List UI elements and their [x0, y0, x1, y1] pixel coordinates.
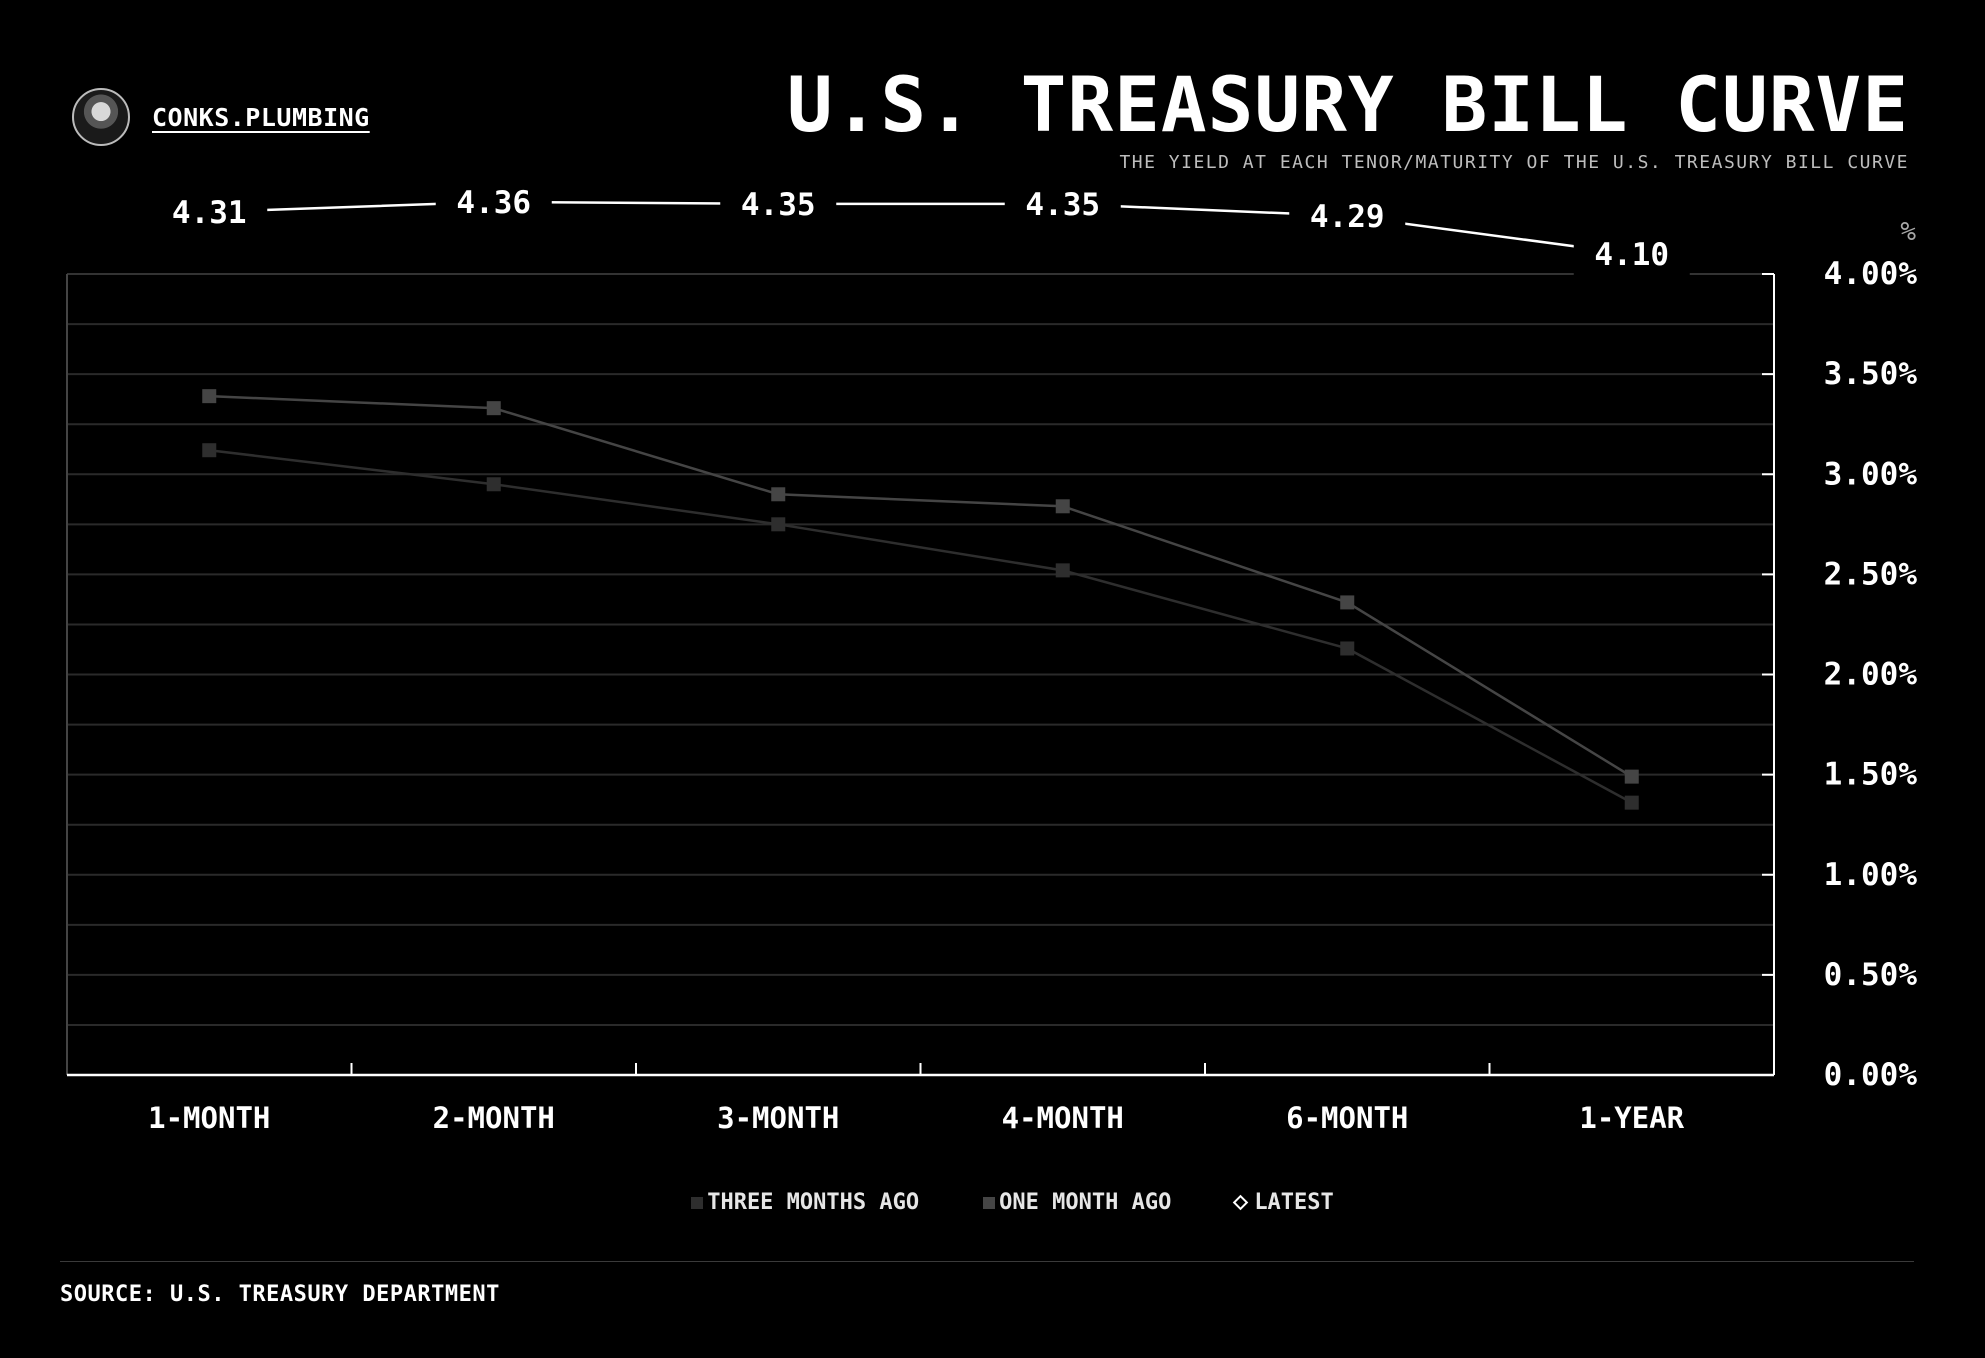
data-point: [1624, 769, 1639, 784]
series-line-one-month-ago: [209, 394, 1633, 778]
brand: CONKS.PLUMBING: [72, 88, 370, 146]
y-tick-label: 4.00%: [1824, 256, 1918, 292]
line-chart: 0.00% 0.50% 1.00% 1.50% 2.00% 2.50% 3.00% 3.50%…: [66, 175, 1918, 1135]
data-label: 4.10: [1594, 237, 1669, 273]
x-tick-label: 1-MONTH: [148, 1101, 270, 1135]
y-tick-label: 1.00%: [1824, 857, 1918, 893]
y-tick-label: 0.50%: [1824, 957, 1918, 993]
data-label: 4.31: [172, 195, 247, 231]
chart-subtitle: THE YIELD AT EACH TENOR/MATURITY OF THE …: [1119, 152, 1909, 173]
data-point: [1055, 563, 1070, 578]
y-tick-label: 2.50%: [1824, 556, 1918, 592]
data-point: [1055, 499, 1070, 514]
y-tick-label: 2.00%: [1824, 657, 1918, 693]
series-line-three-months-ago: [209, 448, 1633, 804]
diamond-marker-icon: [1233, 1194, 1249, 1211]
data-point: [771, 487, 786, 502]
legend-item-one-month-ago[interactable]: ONE MONTH AGO: [983, 1190, 1171, 1215]
data-label-box: [151, 185, 268, 238]
y-tick-label: 3.50%: [1824, 356, 1918, 392]
data-point: [1340, 641, 1355, 656]
data-label-box: [1289, 189, 1406, 242]
chart-title: U.S. TREASURY BILL CURVE: [786, 60, 1909, 149]
brand-link[interactable]: CONKS.PLUMBING: [152, 102, 370, 132]
data-label: 4.35: [741, 187, 816, 223]
data-label-box: [1004, 177, 1121, 230]
data-point: [486, 401, 501, 416]
legend-item-three-months-ago[interactable]: THREE MONTHS AGO: [691, 1190, 919, 1215]
x-tick-label: 6-MONTH: [1286, 1101, 1408, 1135]
data-label: 4.36: [456, 185, 531, 221]
legend-label: ONE MONTH AGO: [999, 1190, 1172, 1215]
avatar: [72, 88, 130, 146]
y-tick-label: 0.00%: [1824, 1057, 1918, 1093]
series-line-latest: [209, 200, 1632, 256]
x-tick-label: 4-MONTH: [1002, 1101, 1124, 1135]
legend-item-latest[interactable]: LATEST: [1233, 1190, 1334, 1215]
x-tick-label: 1-YEAR: [1579, 1101, 1684, 1135]
y-tick-label: 3.00%: [1824, 456, 1918, 492]
square-marker-icon: [691, 1196, 704, 1209]
data-label-box: [720, 177, 837, 230]
data-point: [1340, 595, 1355, 610]
data-point: [202, 389, 217, 404]
y-axis-unit: %: [1900, 217, 1916, 247]
legend: THREE MONTHS AGO ONE MONTH AGO LATEST: [0, 1190, 1985, 1215]
data-point: [202, 443, 217, 458]
data-label: 4.35: [1025, 187, 1100, 223]
footer-divider: [60, 1261, 1914, 1262]
source-note: SOURCE: U.S. TREASURY DEPARTMENT: [60, 1282, 500, 1307]
legend-label: THREE MONTHS AGO: [707, 1190, 920, 1215]
data-label-box: [435, 175, 552, 228]
square-marker-icon: [983, 1196, 996, 1209]
x-tick-label: 2-MONTH: [433, 1101, 555, 1135]
x-tick-label: 3-MONTH: [717, 1101, 839, 1135]
data-label: 4.29: [1310, 199, 1385, 235]
data-point: [1624, 795, 1639, 810]
data-point: [486, 477, 501, 492]
y-tick-label: 1.50%: [1824, 757, 1918, 793]
legend-label: LATEST: [1254, 1190, 1334, 1215]
data-label-box: [1573, 227, 1690, 280]
data-point: [771, 517, 786, 532]
